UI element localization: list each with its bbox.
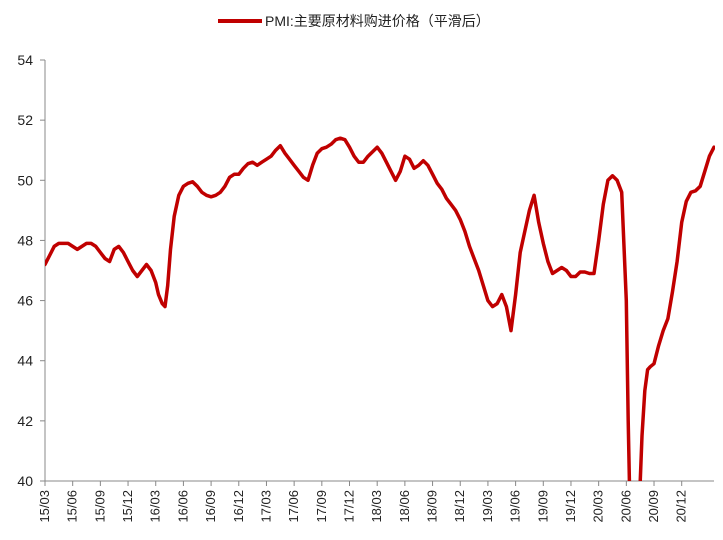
- chart-legend: PMI:主要原材料购进价格（平滑后）: [218, 13, 490, 29]
- x-tick-label: 17/09: [314, 490, 329, 523]
- x-tick-label: 17/12: [342, 490, 357, 523]
- x-tick-label: 19/03: [480, 490, 495, 523]
- x-tick-label: 16/06: [175, 490, 190, 523]
- x-tick-label: 18/09: [425, 490, 440, 523]
- y-tick-label: 40: [17, 473, 33, 489]
- x-tick-label: 17/06: [286, 490, 301, 523]
- x-tick-label: 16/12: [231, 490, 246, 523]
- x-tick-label: 18/06: [397, 490, 412, 523]
- x-tick-label: 15/12: [120, 490, 135, 523]
- y-tick-label: 52: [17, 112, 33, 128]
- x-tick-label: 20/12: [674, 490, 689, 523]
- y-tick-label: 50: [17, 172, 33, 188]
- chart-axes: [44, 60, 714, 482]
- x-tick-label: 20/03: [591, 490, 606, 523]
- y-axis-ticks: 40 42 44 46 48 50 52 54: [17, 52, 45, 489]
- x-tick-label: 19/09: [535, 490, 550, 523]
- y-tick-label: 46: [17, 293, 33, 309]
- x-tick-label: 20/06: [618, 490, 633, 523]
- x-tick-label: 20/09: [646, 490, 661, 523]
- x-tick-label: 16/09: [203, 490, 218, 523]
- x-tick-label: 15/06: [65, 490, 80, 523]
- x-tick-label: 15/09: [92, 490, 107, 523]
- x-tick-label: 18/12: [452, 490, 467, 523]
- y-tick-label: 54: [17, 52, 33, 68]
- x-tick-label: 19/06: [508, 490, 523, 523]
- y-tick-label: 44: [17, 353, 33, 369]
- x-tick-label: 15/03: [37, 490, 52, 523]
- series-line-pmi-raw-material-price: [45, 136, 715, 481]
- series-group: [45, 136, 715, 481]
- y-tick-label: 42: [17, 413, 33, 429]
- x-tick-label: 19/12: [563, 490, 578, 523]
- x-tick-label: 17/03: [258, 490, 273, 523]
- x-axis-ticks: 15/03 15/06 15/09 15/12 16/03 16/06 16/09 16/12…: [37, 481, 689, 523]
- x-tick-label: 16/03: [148, 490, 163, 523]
- x-tick-label: 18/03: [369, 490, 384, 523]
- y-tick-label: 48: [17, 232, 33, 248]
- legend-label: PMI:主要原材料购进价格（平滑后）: [265, 13, 490, 29]
